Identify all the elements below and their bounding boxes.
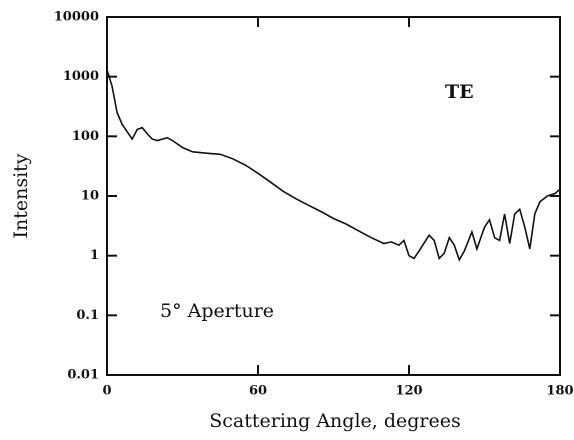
x-axis-label: Scattering Angle, degrees [209,410,461,432]
y-axis-label: Intensity [10,153,32,238]
y-tick-label: 1 [90,248,99,263]
x-tick-label: 120 [395,384,422,399]
x-tick-label: 60 [249,384,267,399]
y-tick-label: 0.1 [76,308,99,323]
annotation: 5° Aperture [160,300,274,322]
y-tick-label: 1000 [63,69,99,84]
y-tick-label: 100 [72,129,99,144]
y-tick-label: 10 [81,189,99,204]
x-tick-label: 180 [546,384,573,399]
y-tick-label: 0.01 [67,368,99,383]
y-tick-label: 10000 [54,10,99,25]
data-line [106,69,561,262]
x-tick-label: 0 [102,384,111,399]
annotation: TE [445,81,474,103]
